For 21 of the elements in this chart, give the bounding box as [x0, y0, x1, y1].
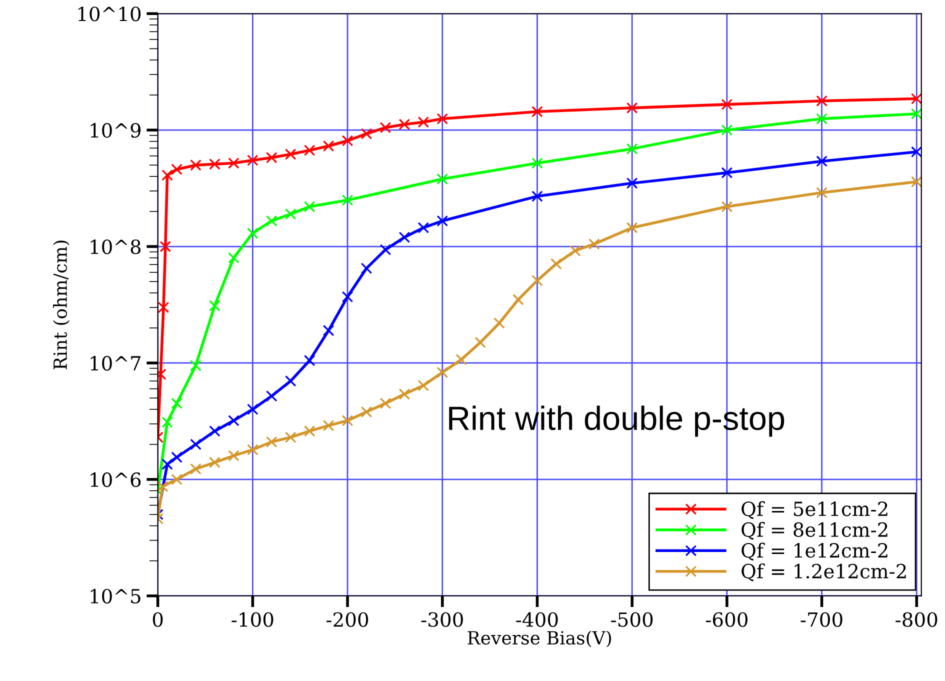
x-tick-label: -200 [326, 612, 368, 627]
x-tick-label: -800 [896, 612, 938, 627]
y-tick-label: 10^8 [90, 239, 141, 254]
x-tick-label: 0 [152, 612, 163, 627]
x-axis-title: Reverse Bias(V) [468, 630, 612, 648]
legend-label: Qf = 8e11cm-2 [742, 522, 888, 540]
x-tick-label: -500 [611, 612, 653, 627]
x-tick-label: -700 [800, 612, 842, 627]
x-tick-label: -600 [706, 612, 748, 627]
legend-label: Qf = 1e12cm-2 [742, 542, 888, 561]
legend-label: Qf = 5e11cm-2 [742, 501, 888, 520]
y-tick-label: 10^5 [90, 588, 140, 604]
y-axis-title: Rint (ohm/cm) [53, 240, 70, 370]
x-tick-label: -300 [421, 612, 463, 627]
legend-label: Qf = 1.2e12cm-2 [742, 563, 906, 582]
y-tick-label: 10^9 [90, 123, 141, 138]
y-tick-label: 10^10 [78, 6, 141, 22]
x-tick-label: -100 [232, 612, 274, 627]
y-tick-label: 10^7 [90, 356, 140, 371]
y-tick-label: 10^6 [90, 472, 141, 488]
x-tick-label: -400 [516, 612, 558, 627]
